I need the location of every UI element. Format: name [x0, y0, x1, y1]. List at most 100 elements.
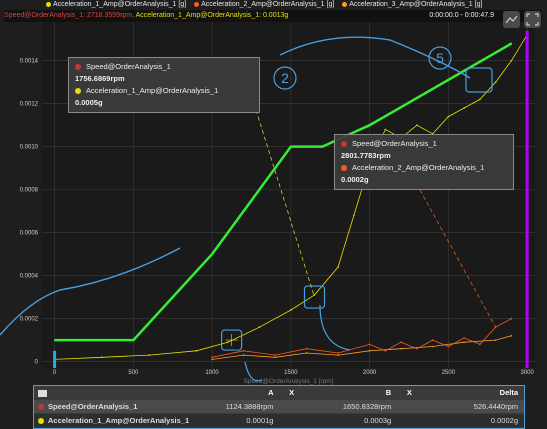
accel-dot-icon	[38, 418, 44, 425]
series-point	[431, 345, 434, 348]
y-tick-label: 0.0014	[20, 59, 39, 65]
speed-dot-icon	[75, 64, 81, 71]
series-point	[290, 309, 292, 311]
y-tick-label: 0.0010	[20, 145, 39, 151]
row-a-value: 0.0001g	[246, 416, 274, 425]
series-point	[494, 339, 497, 341]
speed-dot-icon	[38, 404, 44, 411]
accel-dot-icon	[75, 88, 81, 95]
series-point	[416, 347, 418, 350]
tooltip-a-speed-label: Speed@OrderAnalysis_1	[86, 62, 171, 71]
tooltip-a-speed-value: 1756.6869rpm	[75, 74, 125, 83]
header-a: A	[268, 388, 274, 397]
cursor-readout-bar: Speed@OrderAnalysis_1: 2718.3559rpm, Acc…	[4, 10, 542, 22]
callout-arrow	[0, 247, 181, 336]
y-tick-label: 0.0006	[20, 231, 39, 237]
callout-number: 2	[281, 70, 289, 86]
series-point	[258, 326, 261, 328]
series-point	[510, 42, 513, 45]
y-tick-label: 0.0002	[20, 317, 39, 323]
series-point	[305, 347, 308, 350]
series-point	[384, 350, 387, 352]
row-b-value: 0.0003g	[364, 416, 392, 425]
tooltip-a-leader	[255, 109, 315, 298]
header-x-a: X	[289, 388, 295, 397]
y-tick-label: 0.0004	[20, 274, 39, 280]
cursor-five-box	[465, 67, 493, 93]
x-tick-label: 1500	[284, 370, 298, 376]
legend-dot-accel-3	[342, 1, 348, 7]
x-tick-label: 2500	[442, 370, 456, 376]
series-point	[195, 350, 198, 352]
row-delta-value: 0.0002g	[490, 416, 518, 425]
y-tick-label: 0	[35, 360, 39, 366]
x-axis-label: Speed@OrderAnalysis_1 [rpm]	[243, 378, 333, 385]
header-x-b: X	[406, 388, 412, 397]
callout-arrow	[244, 361, 263, 382]
cursor-accel-readout: Acceleration_1_Amp@OrderAnalysis_1: 0.00…	[135, 12, 289, 19]
table-row[interactable]: Speed@OrderAnalysis_1 1124.3888rpm 1650.…	[34, 400, 524, 414]
series-point	[368, 343, 371, 346]
row-b-value: 1650.8328rpm	[342, 402, 392, 411]
legend-item-accel-1[interactable]: Acceleration_1_Amp@OrderAnalysis_1 [g]	[53, 1, 187, 8]
series-point	[463, 107, 465, 109]
series-point	[510, 317, 513, 320]
series-point	[479, 98, 481, 101]
tooltip-b-accel-label: Acceleration_2_Amp@OrderAnalysis_1	[352, 163, 485, 172]
cursor-table: A X B X Delta Speed@OrderAnalysis_1 1124…	[33, 385, 525, 429]
series-point	[353, 214, 355, 217]
chart-toolbar	[503, 11, 541, 28]
callout-number: 5	[436, 50, 444, 66]
row-name: Acceleration_1_Amp@OrderAnalysis_1	[48, 416, 190, 425]
series-point	[368, 350, 371, 352]
x-tick-label: 0	[53, 370, 57, 376]
series-point	[242, 354, 245, 356]
y-tick-label: 0.0012	[20, 102, 39, 108]
legend-dot-accel-2	[194, 1, 200, 7]
series-point	[313, 294, 316, 296]
series-point	[479, 343, 481, 346]
cursor-b-box	[303, 285, 326, 309]
x-tick-label: 1000	[205, 370, 219, 376]
callout-badge	[428, 46, 452, 70]
series-point	[305, 352, 308, 354]
table-row[interactable]: Acceleration_1_Amp@OrderAnalysis_1 0.000…	[34, 414, 524, 428]
tooltip-b-accel-value: 0.0002g	[341, 175, 369, 184]
x-tick-label: 500	[128, 370, 139, 376]
trend-icon[interactable]	[503, 11, 520, 28]
speed-dot-icon	[341, 141, 347, 148]
series-point	[290, 145, 292, 148]
series-point	[227, 341, 229, 344]
series-point	[384, 128, 387, 131]
copy-icon[interactable]	[38, 389, 47, 397]
callout-arrow	[279, 36, 471, 79]
series-point	[211, 253, 213, 255]
series-point	[447, 115, 450, 118]
series-point	[53, 339, 56, 341]
time-range-readout: 0:00:00.0 - 0:00:47.9	[429, 12, 494, 19]
cursor-a-label: A	[235, 345, 240, 352]
series-point	[463, 341, 465, 344]
x-tick-label: 2000	[363, 370, 377, 376]
series-point	[274, 356, 276, 359]
legend-dot-accel-1	[46, 1, 51, 7]
tooltip-b-speed-label: Speed@OrderAnalysis_1	[352, 139, 437, 148]
series-point	[431, 339, 434, 341]
series-point	[337, 352, 339, 354]
callout-badge	[273, 66, 297, 90]
tooltip-b-speed-value: 2801.7783rpm	[341, 151, 391, 160]
legend-item-accel-3[interactable]: Acceleration_3_Amp@OrderAnalysis_1 [g]	[349, 1, 483, 8]
series-point	[101, 356, 103, 359]
cursor-speed-readout: Speed@OrderAnalysis_1: 2718.3559rpm,	[4, 12, 136, 19]
callout-arrow	[319, 304, 351, 351]
legend-item-accel-2[interactable]: Acceleration_2_Amp@OrderAnalysis_1 [g]	[201, 1, 335, 8]
tooltip-b-leader	[419, 189, 496, 328]
series-point	[510, 334, 513, 337]
cursor-table-header: A X B X Delta	[34, 386, 524, 400]
series-point	[211, 358, 213, 361]
series-point	[416, 124, 418, 126]
fullscreen-icon[interactable]	[524, 11, 541, 28]
series-point	[321, 145, 324, 148]
header-b: B	[385, 388, 392, 397]
tooltip-a-accel-label: Acceleration_1_Amp@OrderAnalysis_1	[86, 86, 219, 95]
